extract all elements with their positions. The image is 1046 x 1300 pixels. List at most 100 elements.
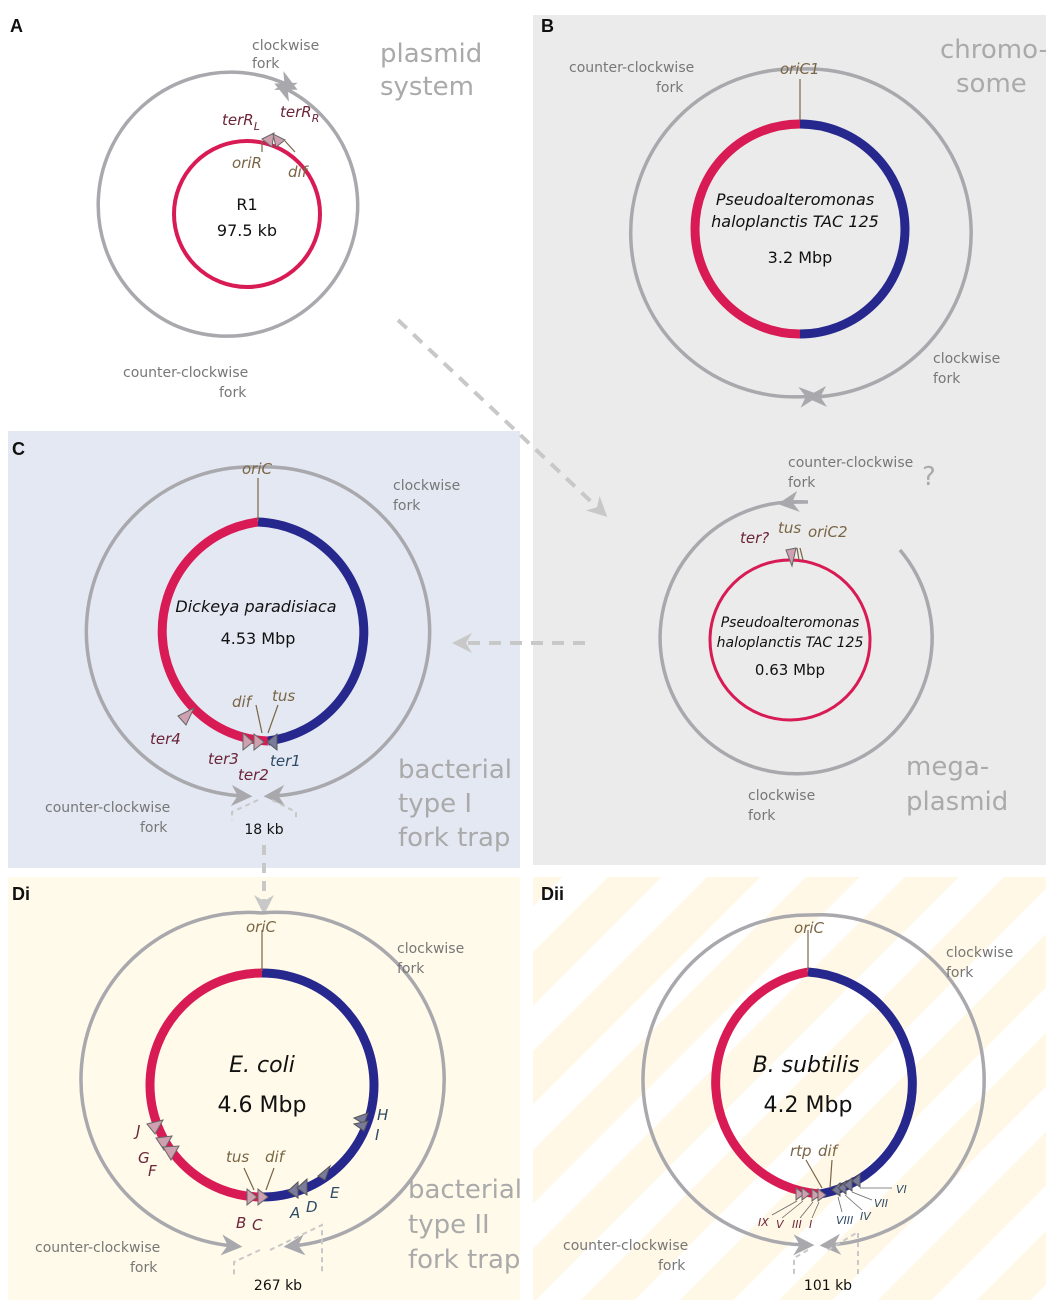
ter-j-label: J — [133, 1122, 140, 1140]
cw-fork-label-1: clockwise — [252, 38, 319, 54]
trap-bracket-right — [827, 1230, 859, 1275]
system-label-1: bacterial — [398, 755, 512, 785]
dif-label: dif — [232, 693, 254, 711]
ter-iii-marker — [811, 1188, 821, 1202]
cw-fork-arc — [257, 465, 432, 806]
cw-fork-label-1: clockwise — [933, 351, 1000, 367]
ter-i-label: I — [809, 1218, 812, 1231]
trap-bracket-left — [793, 1249, 809, 1275]
cw-fork-arc — [799, 67, 973, 407]
ter-b-marker — [246, 1187, 258, 1207]
dif-label: dif — [818, 1142, 840, 1160]
ccw-fork-label-2: fork — [130, 1260, 158, 1276]
ter-e-label: E — [330, 1184, 340, 1202]
ter-a-marker — [287, 1180, 299, 1199]
dif-tick — [255, 704, 263, 734]
organism-line-2: haloplanctis TAC 125 — [711, 212, 879, 231]
chromosome-red-half — [145, 968, 263, 1202]
ter-j-marker — [146, 1119, 165, 1135]
plasmid-size: 97.5 kb — [217, 221, 277, 240]
counter-clockwise-fork-arc — [96, 70, 298, 326]
ter-viii-label: VIII — [836, 1214, 853, 1227]
ter-h-label: H — [377, 1106, 388, 1124]
ter-ix-label: IX — [758, 1216, 769, 1229]
cw-fork-label-2: fork — [252, 56, 280, 72]
cw-fork-label-2: fork — [393, 498, 421, 514]
ter-vi-label: VI — [896, 1183, 907, 1196]
rtp-tick — [805, 1159, 823, 1189]
oric1-label: oriC1 — [780, 60, 820, 78]
ter3-label: ter3 — [208, 750, 239, 768]
panel-megaplasmid: counter-clockwise fork ? ter? tus oriC2 … — [658, 455, 1008, 824]
genome-size: 4.6 Mbp — [218, 1093, 307, 1118]
panel-di-background — [8, 877, 520, 1300]
ter-i-label: I — [375, 1126, 380, 1144]
system-label-1: bacterial — [408, 1175, 522, 1205]
organism-line-1: Pseudoalteromonas — [716, 190, 874, 209]
system-label-1: mega- — [906, 752, 989, 782]
ter-vii-marker — [843, 1176, 853, 1192]
organism-name: B. subtilis — [753, 1053, 860, 1078]
chromosome-blue-half — [261, 968, 379, 1202]
ter-d-label: D — [306, 1198, 318, 1216]
arrowhead-arc — [777, 490, 809, 512]
ter-vi-marker — [851, 1172, 861, 1188]
ter-iv-label: IV — [860, 1210, 872, 1223]
trap-bracket-left — [231, 799, 259, 820]
organism-name: E. coli — [229, 1053, 295, 1078]
dif-label: dif — [288, 163, 310, 181]
chromosome-red-half — [711, 967, 821, 1199]
organism-name: Dickeya paradisiaca — [175, 597, 336, 616]
panel-a-label: A — [10, 16, 23, 36]
genome-size: 4.53 Mbp — [221, 629, 296, 648]
chromosome-blue-half — [799, 119, 910, 339]
trap-bracket-right — [269, 1223, 323, 1275]
ccw-fork-arc — [84, 465, 259, 806]
ter-e-marker — [317, 1164, 332, 1181]
ccw-fork-label-1: counter-clockwise — [563, 1238, 688, 1254]
system-label-2: system — [380, 72, 474, 102]
cw-fork-label-1: clockwise — [946, 945, 1013, 961]
dif-tick — [829, 1159, 833, 1189]
ter-right-marker — [272, 133, 286, 148]
ccw-fork-arc — [628, 67, 821, 408]
chromosome-blue-half — [807, 967, 917, 1199]
ter-ix-marker — [795, 1187, 805, 1201]
tus-label: tus — [226, 1148, 249, 1166]
terrl-label: terRL — [222, 111, 260, 133]
ter-i-marker — [817, 1188, 827, 1202]
ter2-label: ter2 — [238, 766, 269, 784]
ter3-marker — [242, 731, 254, 752]
ter-vii-label: VII — [874, 1197, 888, 1210]
ccw-fork-arc — [658, 500, 934, 776]
oric-label: oriC — [242, 460, 273, 478]
genome-size: 3.2 Mbp — [768, 248, 833, 267]
leader-lines — [771, 1187, 892, 1219]
cw-fork-arc — [261, 910, 446, 1256]
clockwise-fork-arc — [171, 82, 360, 338]
panel-dii-label: Dii — [541, 884, 564, 904]
cw-fork-label-2: fork — [748, 808, 776, 824]
ter-b-label: B — [236, 1214, 246, 1232]
plasmid-name: R1 — [236, 195, 257, 214]
ter-i-marker — [352, 1120, 369, 1132]
dif-label: dif — [265, 1148, 287, 1166]
panel-dii: oriC clockwise fork B. subtilis 4.2 Mbp … — [563, 913, 1013, 1294]
ter4-marker — [177, 706, 196, 726]
chromosome-red-half — [690, 119, 801, 339]
oric2-label: oriC2 — [808, 523, 848, 541]
organism-line-1: Pseudoalteromonas — [721, 615, 860, 631]
ter1-marker — [266, 732, 278, 752]
cw-fork-label-2: fork — [933, 371, 961, 387]
cw-fork-label-2: fork — [397, 961, 425, 977]
tus-label: tus — [272, 687, 295, 705]
trap-distance: 267 kb — [254, 1278, 302, 1294]
ter-left-marker — [261, 132, 275, 148]
plasmid-circle — [172, 139, 322, 289]
cw-fork-label-1: clockwise — [397, 941, 464, 957]
ccw-fork-label-1: counter-clockwise — [45, 800, 170, 816]
ter-label: ter? — [740, 529, 769, 547]
ter-iii-label: III — [792, 1218, 802, 1231]
panel-c-label: C — [12, 439, 25, 459]
